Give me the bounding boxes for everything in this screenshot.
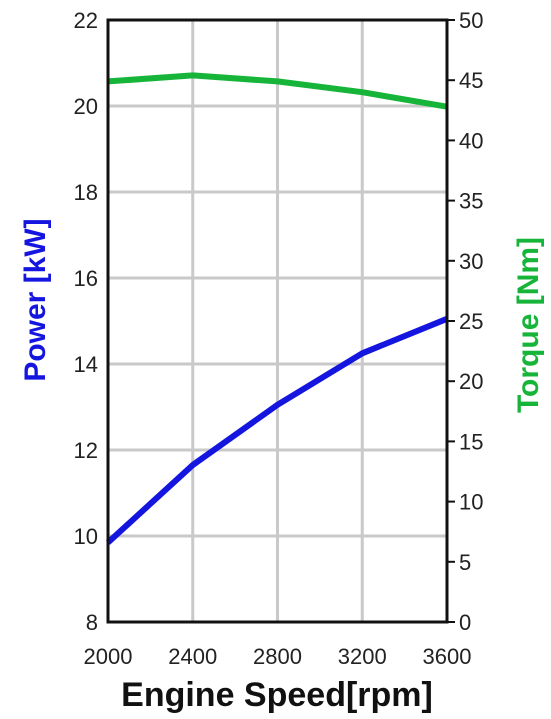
series-lines: [105, 72, 449, 545]
x-tick-label: 2000: [84, 644, 133, 669]
right-y-tick-label: 10: [459, 490, 483, 515]
left-y-tick-label: 8: [86, 610, 98, 635]
right-y-tick-label: 35: [459, 189, 483, 214]
right-y-tick-label: 20: [459, 369, 483, 394]
right-y-ticks: 0 5 10 15 20 25 30 35 40 45 50: [447, 8, 483, 635]
right-y-tick-label: 5: [459, 550, 471, 575]
x-tick-label: 3600: [423, 644, 472, 669]
right-y-tick-label: 30: [459, 249, 483, 274]
left-y-tick-label: 20: [74, 94, 98, 119]
right-y-tick-label: 50: [459, 8, 483, 33]
left-y-tick-label: 14: [74, 352, 98, 377]
left-axis-title: Power [kW]: [19, 218, 52, 381]
right-y-tick-label: 40: [459, 128, 483, 153]
power-line: [105, 316, 449, 545]
left-y-tick-label: 18: [74, 180, 98, 205]
x-tick-label: 2400: [168, 644, 217, 669]
right-y-tick-label: 45: [459, 68, 483, 93]
right-y-tick-label: 15: [459, 429, 483, 454]
left-y-tick-label: 10: [74, 524, 98, 549]
x-ticks: 2000 2400 2800 3200 3600: [84, 644, 472, 669]
left-y-tick-label: 22: [74, 8, 98, 33]
x-tick-label: 2800: [253, 644, 302, 669]
left-y-ticks: 8 10 12 14 16 18 20 22: [74, 8, 98, 635]
torque-line: [107, 72, 448, 110]
left-y-tick-label: 16: [74, 266, 98, 291]
right-axis-title: Torque [Nm]: [512, 237, 545, 413]
grid-lines: [106, 18, 449, 624]
left-y-tick-label: 12: [74, 438, 98, 463]
right-y-tick-label: 0: [459, 610, 471, 635]
x-axis-title: Engine Speed[rpm]: [121, 676, 433, 714]
x-tick-label: 3200: [338, 644, 387, 669]
right-y-tick-label: 25: [459, 309, 483, 334]
